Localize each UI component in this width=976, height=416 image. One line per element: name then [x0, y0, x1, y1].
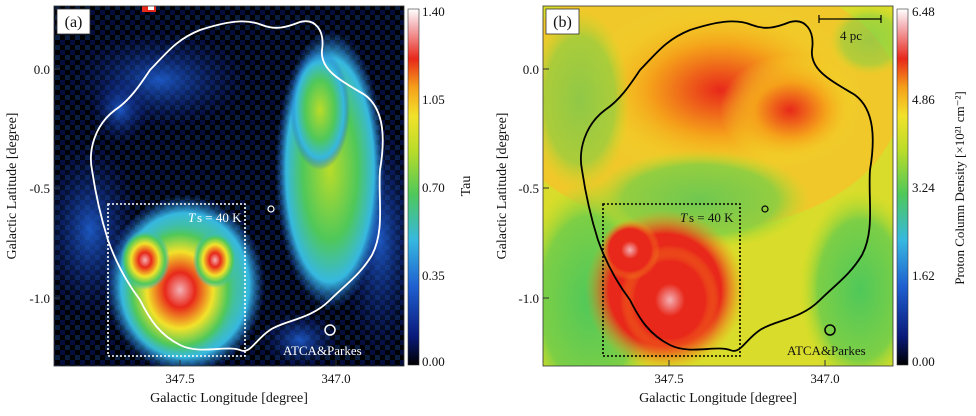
panel-a-label: (a): [65, 14, 83, 31]
panel-b-beam-label: ATCA&Parkes: [787, 343, 866, 358]
panel-b-small-circle: [761, 205, 769, 213]
panel-b-y-ticks: 0.0 -0.5 -1.0: [518, 62, 549, 306]
panel-b-ts-box: [602, 203, 741, 357]
panel-a-remnant-contour: [90, 20, 384, 352]
panel-b-ts-label: T: [680, 210, 688, 225]
panel-b-beam-circle: [824, 324, 836, 336]
panel-a-y-tick-1: -0.5: [29, 181, 50, 196]
panel-b-image: [543, 6, 893, 366]
panel-b-x-tick-1: 347.0: [810, 371, 839, 386]
panel-a-x-tick-1: 347.0: [321, 371, 350, 386]
panel-b-cbar-tick-1: 4.86: [912, 92, 935, 107]
panel-b-scale-label: 4 pc: [840, 28, 862, 43]
panel-a-xlabel: Galactic Longitude [degree]: [150, 391, 308, 406]
panel-b-cbar-tick-3: 1.62: [912, 268, 935, 283]
panel-a-cbar-title: Tau: [459, 176, 474, 197]
panel-b-y-tick-2: -1.0: [518, 291, 539, 306]
panel-a-image: [54, 6, 404, 366]
panel-b-xlabel: Galactic Longitude [degree]: [639, 391, 797, 406]
panel-b-scale-bar: 4 pc: [818, 15, 882, 43]
panel-a-y-tick-2: -1.0: [29, 291, 50, 306]
panel-b-y-tick-0: 0.0: [523, 62, 539, 77]
panel-a-ts-label-rest: s = 40 K: [197, 210, 242, 225]
panel-a-ts-box: [107, 203, 246, 357]
panel-a-colorbar: 1.40 1.05 0.70 0.35 0.00 Tau: [407, 4, 474, 369]
panel-a-ts-label: T: [188, 210, 196, 225]
panel-a-cbar-tick-0: 1.40: [422, 4, 445, 19]
panel-a-cbar-tick-4: 0.00: [422, 354, 445, 369]
panel-b-x-ticks: 347.5 347.0: [654, 360, 840, 386]
panel-b-label: (b): [553, 14, 572, 31]
panel-b-remnant-contour: [580, 20, 874, 352]
panel-a-x-ticks: 347.5 347.0: [165, 360, 351, 386]
panel-b-cbar-tick-0: 6.48: [912, 4, 935, 19]
panel-b-y-tick-1: -0.5: [518, 181, 539, 196]
panel-b-cbar-tick-2: 3.24: [912, 180, 935, 195]
panel-a-ylabel: Galactic Latitude [degree]: [5, 113, 20, 260]
panel-b-ts-label-rest: s = 40 K: [689, 210, 734, 225]
panel-a-cbar-tick-3: 0.35: [422, 268, 445, 283]
panel-a-small-circle: [267, 205, 275, 213]
panel-a-cbar-tick-1: 1.05: [422, 92, 445, 107]
panel-b-cbar-tick-4: 0.00: [912, 354, 935, 369]
panel-a: T s = 40 K ATCA&Parkes (a) 0.0 -0.5 -1.0…: [5, 4, 474, 406]
panel-a-cbar-tick-2: 0.70: [422, 180, 445, 195]
panel-a-x-tick-0: 347.5: [165, 371, 194, 386]
panel-a-y-tick-0: 0.0: [34, 62, 50, 77]
panel-b-ylabel: Galactic Latitude [degree]: [495, 113, 510, 260]
panel-a-beam-circle: [324, 324, 336, 336]
panel-a-beam-label: ATCA&Parkes: [283, 343, 362, 358]
panel-b-colorbar: 6.48 4.86 3.24 1.62 0.00 Proton Column D…: [896, 4, 967, 369]
panel-b-x-tick-0: 347.5: [654, 371, 683, 386]
panel-b: T s = 40 K ATCA&Parkes 4 pc (b) 0.0 -0.5…: [495, 4, 967, 406]
panel-b-cbar-title: Proton Column Density [×10²¹ cm⁻²]: [952, 91, 967, 284]
panel-a-y-ticks: 0.0 -0.5 -1.0: [29, 62, 60, 306]
